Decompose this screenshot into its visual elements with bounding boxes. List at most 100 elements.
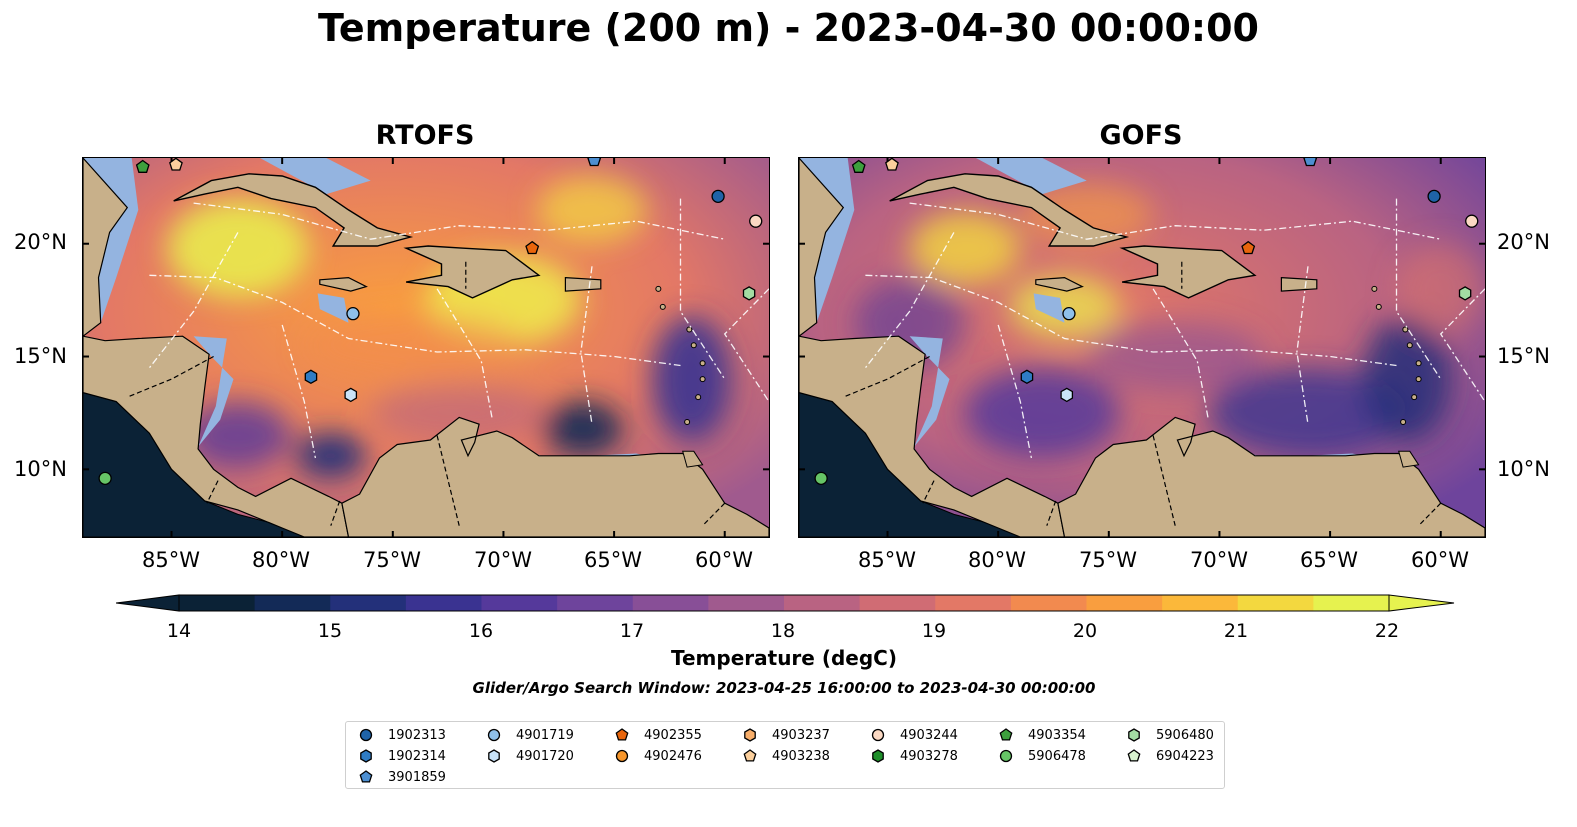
float-marker-5906480 xyxy=(1458,286,1472,301)
float-marker-4902355 xyxy=(1241,240,1256,255)
temperature-anomaly xyxy=(1363,315,1452,443)
eez-boundary xyxy=(436,288,494,420)
eez-boundary xyxy=(909,202,1441,240)
float-marker-4903238 xyxy=(885,158,899,171)
land-cuba xyxy=(889,173,1130,247)
land-hispaniola xyxy=(1119,245,1257,299)
land-puerto-rico xyxy=(1280,276,1318,292)
legend-label: 4903354 xyxy=(1028,727,1086,743)
eez-boundary xyxy=(723,288,769,402)
colorbar-segment xyxy=(1237,595,1314,611)
colorbar-tick-label: 20 xyxy=(1072,620,1098,642)
island xyxy=(690,342,697,349)
eez-boundary xyxy=(1152,288,1210,420)
legend-label: 1902314 xyxy=(388,748,446,764)
eez-boundary xyxy=(580,266,593,425)
island xyxy=(655,285,662,292)
legend-item-4902355: 4902355 xyxy=(614,727,702,743)
colorbar-tick-label: 15 xyxy=(317,620,343,642)
land-cuba xyxy=(173,173,414,247)
legend-label: 4903237 xyxy=(772,727,830,743)
island xyxy=(686,326,693,333)
lat-tick-label-left: 15°N xyxy=(14,344,67,368)
island xyxy=(1371,285,1378,292)
legend-label: 4901720 xyxy=(516,748,574,764)
island xyxy=(1375,303,1382,310)
temperature-anomaly xyxy=(543,401,623,456)
legend-marker-icon xyxy=(872,749,884,763)
legend-marker-icon xyxy=(360,749,372,763)
legend-item-1902314: 1902314 xyxy=(358,748,446,764)
legend-item-4903237: 4903237 xyxy=(742,727,830,743)
island xyxy=(1411,394,1418,401)
colorbar-segment xyxy=(1086,595,1163,611)
legend-marker-icon xyxy=(1128,728,1140,742)
panel-title-gofs: GOFS xyxy=(1099,120,1183,151)
legend-marker-icon xyxy=(871,728,885,742)
island xyxy=(1402,326,1409,333)
shelf-nicaragua xyxy=(909,336,950,447)
temperature-anomaly xyxy=(909,212,1021,285)
eez-boundary xyxy=(1296,266,1309,425)
search-window-note: Glider/Argo Search Window: 2023-04-25 16… xyxy=(472,679,1096,697)
island xyxy=(699,360,706,367)
country-border xyxy=(206,480,219,504)
land-jamaica xyxy=(319,276,368,292)
legend-item-3901859: 3901859 xyxy=(358,769,446,785)
legend-item-1902313: 1902313 xyxy=(358,727,446,743)
float-marker-1902314 xyxy=(304,369,318,385)
temperature-anomaly xyxy=(1086,320,1264,393)
country-border xyxy=(702,502,726,527)
legend-label: 3901859 xyxy=(388,769,446,785)
colorbar-title: Temperature (degC) xyxy=(671,646,897,670)
legend-item-4903278: 4903278 xyxy=(870,748,958,764)
legend-label: 1902313 xyxy=(388,727,446,743)
legend-marker-icon xyxy=(488,749,500,763)
lat-tick-label-right: 15°N xyxy=(1497,344,1550,368)
float-marker-4902355 xyxy=(525,240,540,255)
shelf-nicaragua xyxy=(193,336,234,447)
float-marker-4901720 xyxy=(1060,387,1074,403)
gofs-map xyxy=(798,157,1486,538)
float-legend: 1902313 1902314 3901859 4901719 4901720 49023… xyxy=(345,721,1225,789)
figure-title: Temperature (200 m) - 2023-04-30 00:00:0… xyxy=(317,6,1259,50)
colorbar-outline xyxy=(178,594,1390,612)
float-marker-4901719 xyxy=(1062,307,1076,321)
temperature-anomaly xyxy=(295,433,367,479)
colorbar-segment xyxy=(179,595,256,611)
temperature-anomaly xyxy=(1208,367,1408,459)
legend-marker-icon xyxy=(1127,749,1141,762)
float-marker-4903238 xyxy=(169,158,183,171)
lon-tick-label: 80°W xyxy=(252,548,310,572)
island xyxy=(1400,418,1407,425)
lat-tick-label-left: 20°N xyxy=(14,230,67,254)
lon-tick-label: 60°W xyxy=(695,548,753,572)
colorbar-extend-high xyxy=(1388,594,1455,612)
colorbar-segment xyxy=(632,595,709,611)
float-marker-4903244 xyxy=(1465,214,1479,228)
lon-tick-label: 70°W xyxy=(1190,548,1248,572)
eez-boundary xyxy=(679,198,726,380)
legend-marker-icon xyxy=(615,728,629,741)
temperature-anomaly xyxy=(370,383,548,443)
legend-marker-icon xyxy=(743,749,757,762)
colorbar-tick-label: 16 xyxy=(468,620,494,642)
land-hispaniola xyxy=(403,245,541,299)
legend-label: 4903278 xyxy=(900,748,958,764)
colorbar-segment xyxy=(1010,595,1087,611)
legend-item-6904223: 6904223 xyxy=(1126,748,1214,764)
land-jamaica xyxy=(1035,276,1084,292)
colorbar xyxy=(116,594,1455,612)
land-south-america xyxy=(1057,416,1485,537)
legend-marker-icon xyxy=(744,728,756,742)
temperature-anomaly xyxy=(1396,243,1485,334)
float-marker-5906480 xyxy=(742,286,756,301)
land-south-america xyxy=(341,416,769,537)
legend-label: 4903244 xyxy=(900,727,958,743)
shelf-cuba xyxy=(260,158,371,195)
float-marker-4901720 xyxy=(344,387,358,403)
land-yucatan xyxy=(83,158,129,337)
legend-item-4903238: 4903238 xyxy=(742,748,830,764)
legend-item-4901719: 4901719 xyxy=(486,727,574,743)
float-marker-3901859 xyxy=(1303,158,1318,167)
